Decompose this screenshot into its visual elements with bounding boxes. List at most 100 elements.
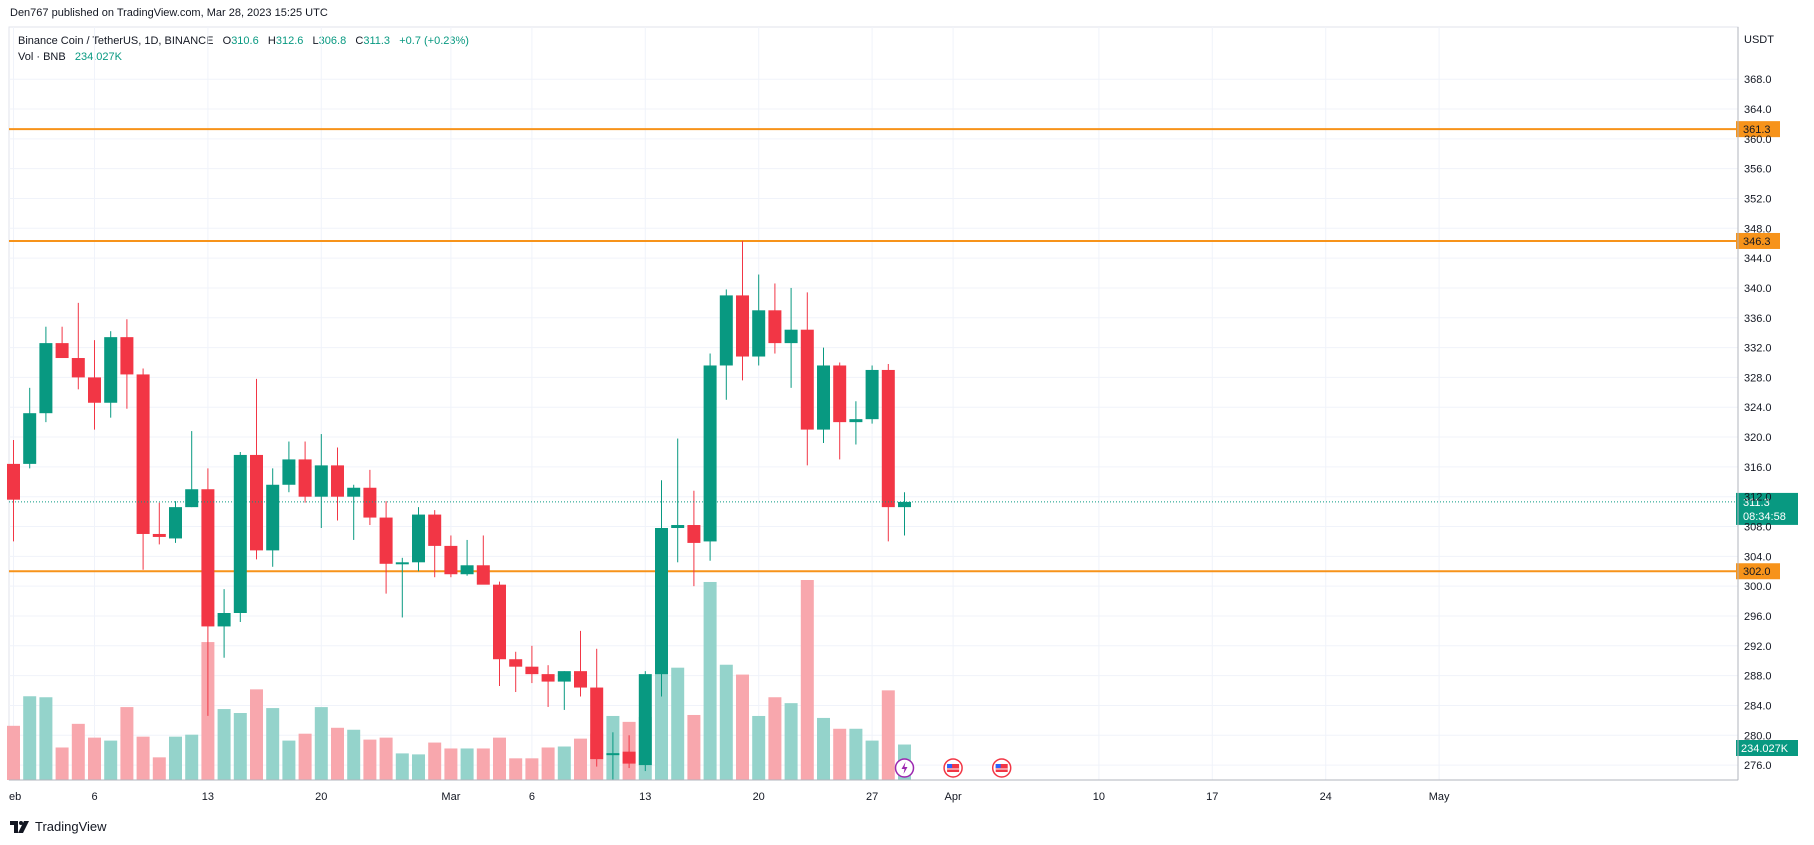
- x-tick-label: Mar: [441, 791, 460, 803]
- volume-bar: [557, 746, 571, 780]
- high-label: H: [267, 35, 276, 47]
- volume-bar: [152, 757, 166, 780]
- volume-bar: [768, 697, 782, 780]
- volume-bar: [298, 733, 312, 780]
- volume-bar: [525, 758, 539, 780]
- volume-bar: [703, 581, 717, 780]
- volume-info: Vol · BNB 234.027K: [18, 51, 122, 63]
- y-tick-label: 340.0: [1744, 283, 1772, 295]
- level-price-tag: [1736, 121, 1780, 138]
- y-tick-label: 312.0: [1744, 492, 1772, 504]
- candle-body: [152, 533, 166, 537]
- candle-body: [428, 514, 442, 546]
- y-tick-label: 316.0: [1744, 462, 1772, 474]
- x-tick-label: 6: [91, 791, 97, 803]
- last-price-label: 311.3: [1743, 497, 1770, 509]
- volume-bar: [671, 667, 685, 780]
- volume-bars: [7, 580, 911, 780]
- last-price-tag: [1736, 492, 1798, 525]
- y-tick-label: 348.0: [1744, 223, 1772, 235]
- x-tick-label: 13: [639, 791, 651, 803]
- candle-body: [347, 487, 361, 497]
- level-price-tag: [1736, 232, 1780, 249]
- candle-body: [655, 528, 668, 675]
- y-tick-label: 328.0: [1744, 372, 1772, 384]
- candle-body: [752, 310, 766, 357]
- symbol-info: Binance Coin / TetherUS, 1D, BINANCE O31…: [18, 35, 469, 47]
- candle-body: [250, 454, 263, 551]
- volume-bar: [849, 728, 863, 780]
- high-value: 312.6: [275, 35, 304, 47]
- candle-body: [266, 484, 280, 551]
- tradingview-brand[interactable]: TradingView: [10, 819, 107, 834]
- y-tick-label: 276.0: [1744, 760, 1772, 772]
- candle-body: [509, 659, 523, 667]
- x-tick-label: 6: [529, 791, 535, 803]
- volume-bar: [460, 748, 474, 780]
- y-tick-label: 332.0: [1744, 343, 1772, 355]
- volume-bar: [363, 739, 377, 780]
- candle-body: [120, 337, 134, 375]
- y-tick-label: 324.0: [1744, 402, 1772, 414]
- brand-text: TradingView: [35, 819, 107, 834]
- volume-bar: [185, 734, 199, 780]
- currency-label: USDT: [1744, 34, 1774, 46]
- volume-bar: [736, 674, 749, 780]
- volume-bar: [395, 753, 409, 780]
- level-price-label: 361.3: [1743, 124, 1771, 136]
- volume-tag-label: 234.027K: [1741, 743, 1789, 755]
- volume-tag: [1736, 740, 1798, 756]
- y-tick-label: 284.0: [1744, 700, 1772, 712]
- x-tick-label: 20: [315, 791, 327, 803]
- candle-body: [849, 419, 863, 423]
- candle-body: [136, 374, 150, 534]
- y-tick-label: 368.0: [1744, 74, 1772, 86]
- candle-body: [768, 310, 782, 344]
- volume-bar: [881, 690, 895, 780]
- x-tick-label: 17: [1206, 791, 1218, 803]
- horizontal-levels[interactable]: 361.3 346.3 302.0: [9, 121, 1780, 580]
- close-value: 311.3: [363, 35, 391, 47]
- volume-bar: [120, 707, 134, 780]
- symbol-title[interactable]: Binance Coin / TetherUS, 1D, BINANCE: [18, 35, 214, 47]
- lightning-glyph: [901, 762, 908, 774]
- y-tick-label: 320.0: [1744, 432, 1772, 444]
- volume-bar: [55, 747, 69, 780]
- low-value: 306.8: [318, 35, 347, 47]
- y-tick-label: 292.0: [1744, 641, 1772, 653]
- candle-body: [622, 751, 636, 764]
- candle-body: [7, 463, 20, 500]
- candle-body: [817, 365, 830, 430]
- volume-bar: [71, 723, 85, 780]
- volume-bar: [574, 738, 587, 780]
- candle-body: [298, 459, 312, 497]
- close-label: C: [355, 35, 364, 47]
- volume-bar: [282, 740, 296, 780]
- y-tick-label: 308.0: [1744, 522, 1772, 534]
- volume-bar: [266, 708, 280, 780]
- y-tick-label: 296.0: [1744, 611, 1772, 623]
- low-label: L: [312, 35, 319, 47]
- volume-bar: [379, 737, 393, 780]
- candle-body: [671, 525, 685, 529]
- y-tick-label: 360.0: [1744, 134, 1772, 146]
- candle-body: [541, 674, 555, 682]
- volume-bar: [314, 707, 328, 780]
- volume-bar: [169, 736, 182, 780]
- candle-body: [557, 671, 571, 682]
- volume-bar: [541, 747, 555, 780]
- candle-body: [331, 465, 344, 497]
- candle-body: [833, 365, 847, 423]
- volume-label[interactable]: Vol · BNB: [18, 51, 66, 63]
- candle-body: [703, 365, 717, 542]
- open-value: 310.6: [231, 35, 259, 47]
- candle-body: [606, 753, 620, 756]
- candle-body: [233, 454, 247, 613]
- volume-bar: [39, 697, 53, 780]
- event-markers[interactable]: [894, 758, 1012, 778]
- last-price-line: 311.3 08:34:58 234.027K: [9, 492, 1798, 756]
- volume-bar: [250, 689, 263, 780]
- x-tick-label: 27: [866, 791, 878, 803]
- candle-body: [687, 525, 701, 543]
